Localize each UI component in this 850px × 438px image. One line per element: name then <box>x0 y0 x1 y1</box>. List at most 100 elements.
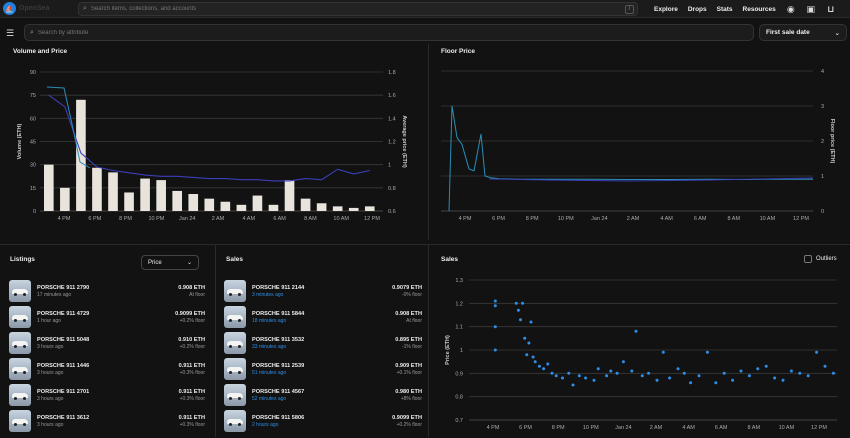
sale-point <box>529 320 533 324</box>
list-item[interactable]: PORSCHE 911 2144 3 minutes ago 0.9079 ETH -… <box>215 280 422 304</box>
panel-title: Volume and Price <box>13 48 68 55</box>
sale-point <box>705 350 709 354</box>
nav-explore[interactable]: Explore <box>654 5 678 13</box>
outliers-toggle[interactable]: Outliers <box>804 255 837 263</box>
nft-thumbnail[interactable] <box>9 332 31 354</box>
item-time[interactable]: 3 minutes ago <box>252 292 284 298</box>
list-item[interactable]: PORSCHE 911 5806 2 hours ago 0.9099 ETH +0.… <box>215 410 422 434</box>
sale-point <box>514 301 518 305</box>
sale-point <box>689 381 693 385</box>
sort-dropdown[interactable]: First sale date ⌄ <box>759 24 847 41</box>
nav-resources[interactable]: Resources <box>742 5 776 13</box>
item-floor-diff: At floor <box>189 292 205 298</box>
item-floor-diff: +0.3% floor <box>179 422 205 428</box>
item-price: 0.980 ETH <box>395 389 422 395</box>
x-tick-label: 10 PM <box>148 216 164 222</box>
sale-point <box>523 336 527 340</box>
attribute-search-input[interactable] <box>37 29 753 36</box>
item-name[interactable]: PORSCHE 911 5806 <box>252 415 305 421</box>
list-item[interactable]: PORSCHE 911 3532 33 minutes ago 0.895 ETH -… <box>215 332 422 356</box>
nft-thumbnail[interactable] <box>9 280 31 302</box>
item-name[interactable]: PORSCHE 911 2144 <box>252 285 305 291</box>
item-name[interactable]: PORSCHE 911 2790 <box>37 285 90 291</box>
global-search-box[interactable]: ⌕ / <box>78 2 638 16</box>
item-name[interactable]: PORSCHE 911 5048 <box>37 337 90 343</box>
outliers-checkbox[interactable] <box>804 255 812 263</box>
list-item[interactable]: PORSCHE 911 2790 17 minutes ago 0.908 ETH A… <box>0 280 205 304</box>
logo[interactable]: ⛵ OpenSea <box>3 2 49 15</box>
left-tick-label: 90 <box>30 70 36 76</box>
list-item[interactable]: PORSCHE 911 3612 3 hours ago 0.911 ETH +0.3… <box>0 410 205 434</box>
item-price: 0.9099 ETH <box>175 311 205 317</box>
item-time[interactable]: 52 minutes ago <box>252 396 287 402</box>
x-tick-label: 6 PM <box>519 425 532 431</box>
x-tick-label: 4 AM <box>243 216 256 222</box>
sale-point <box>615 371 619 375</box>
right-tick-label: 1 <box>821 174 824 180</box>
sale-point <box>537 364 541 368</box>
item-name[interactable]: PORSCHE 911 3532 <box>252 337 305 343</box>
global-search-input[interactable] <box>90 6 625 12</box>
item-time[interactable]: 2 hours ago <box>252 422 279 428</box>
list-item[interactable]: PORSCHE 911 4729 1 hour ago 0.9099 ETH +0.2… <box>0 306 205 330</box>
nft-thumbnail[interactable] <box>224 384 246 406</box>
list-item[interactable]: PORSCHE 911 2701 3 hours ago 0.911 ETH +0.3… <box>0 384 205 408</box>
item-floor-diff: -0% floor <box>401 292 422 298</box>
nav-drops[interactable]: Drops <box>687 5 707 13</box>
car-icon <box>12 393 28 398</box>
wheel-icon <box>229 345 232 348</box>
list-item[interactable]: PORSCHE 911 4567 52 minutes ago 0.980 ETH +… <box>215 384 422 408</box>
average-price-line-highlight <box>46 86 91 169</box>
sale-point <box>546 362 550 366</box>
sale-point <box>806 374 810 378</box>
sale-point <box>676 367 680 371</box>
item-time[interactable]: 33 minutes ago <box>252 344 287 350</box>
left-tick-label: 60 <box>30 116 36 122</box>
list-item[interactable]: PORSCHE 911 5844 18 minutes ago 0.908 ETH A… <box>215 306 422 330</box>
filter-icon[interactable]: ☰ <box>6 28 15 38</box>
account-icon[interactable]: ◉ <box>786 3 795 14</box>
average-price-line <box>48 94 370 182</box>
list-item[interactable]: PORSCHE 911 2539 51 minutes ago 0.909 ETH +… <box>215 358 422 382</box>
nft-thumbnail[interactable] <box>224 332 246 354</box>
list-item[interactable]: PORSCHE 911 1446 3 hours ago 0.911 ETH +0.3… <box>0 358 205 382</box>
item-time[interactable]: 18 minutes ago <box>252 318 287 324</box>
nft-thumbnail[interactable] <box>9 306 31 328</box>
wheel-icon <box>238 345 241 348</box>
nav-stats[interactable]: Stats <box>716 5 733 13</box>
filter-bar: ☰ ⌕ First sale date ⌄ <box>0 22 850 44</box>
panel-title: Floor Price <box>441 48 475 55</box>
nft-thumbnail[interactable] <box>224 358 246 380</box>
sale-point <box>596 367 600 371</box>
floor-price-panel: Floor Price 0 1 2 3 4 Floor price (ETH) 4 PM 6 … <box>428 44 850 240</box>
nft-thumbnail[interactable] <box>9 410 31 432</box>
car-icon <box>227 419 243 424</box>
nft-thumbnail[interactable] <box>224 280 246 302</box>
sale-point <box>567 371 571 375</box>
item-price: 0.911 ETH <box>178 363 205 369</box>
item-floor-diff: +0.2% floor <box>179 318 205 324</box>
wallet-icon[interactable]: ▣ <box>806 3 816 14</box>
listings-sort-dropdown[interactable]: Price ⌄ <box>141 255 199 270</box>
wheel-icon <box>23 345 26 348</box>
wheel-icon <box>14 319 17 322</box>
nft-thumbnail[interactable] <box>224 306 246 328</box>
item-name[interactable]: PORSCHE 911 1446 <box>37 363 90 369</box>
x-tick-label: Jan 24 <box>615 425 632 431</box>
nft-thumbnail[interactable] <box>9 384 31 406</box>
list-item[interactable]: PORSCHE 911 5048 3 hours ago 0.910 ETH +0.2… <box>0 332 205 356</box>
item-name[interactable]: PORSCHE 911 3612 <box>37 415 90 421</box>
item-name[interactable]: PORSCHE 911 5844 <box>252 311 305 317</box>
nft-thumbnail[interactable] <box>9 358 31 380</box>
item-name[interactable]: PORSCHE 911 4567 <box>252 389 305 395</box>
listings-list: PORSCHE 911 2790 17 minutes ago 0.908 ETH A… <box>0 280 205 437</box>
item-name[interactable]: PORSCHE 911 2539 <box>252 363 305 369</box>
left-tick-label: 0 <box>33 209 36 215</box>
attribute-search-box[interactable]: ⌕ <box>24 24 754 41</box>
item-time[interactable]: 51 minutes ago <box>252 370 287 376</box>
item-name[interactable]: PORSCHE 911 2701 <box>37 389 90 395</box>
right-axis-label: Floor price (ETH) <box>829 119 835 164</box>
item-name[interactable]: PORSCHE 911 4729 <box>37 311 90 317</box>
nft-thumbnail[interactable] <box>224 410 246 432</box>
cart-icon[interactable]: ⊔ <box>827 3 835 14</box>
